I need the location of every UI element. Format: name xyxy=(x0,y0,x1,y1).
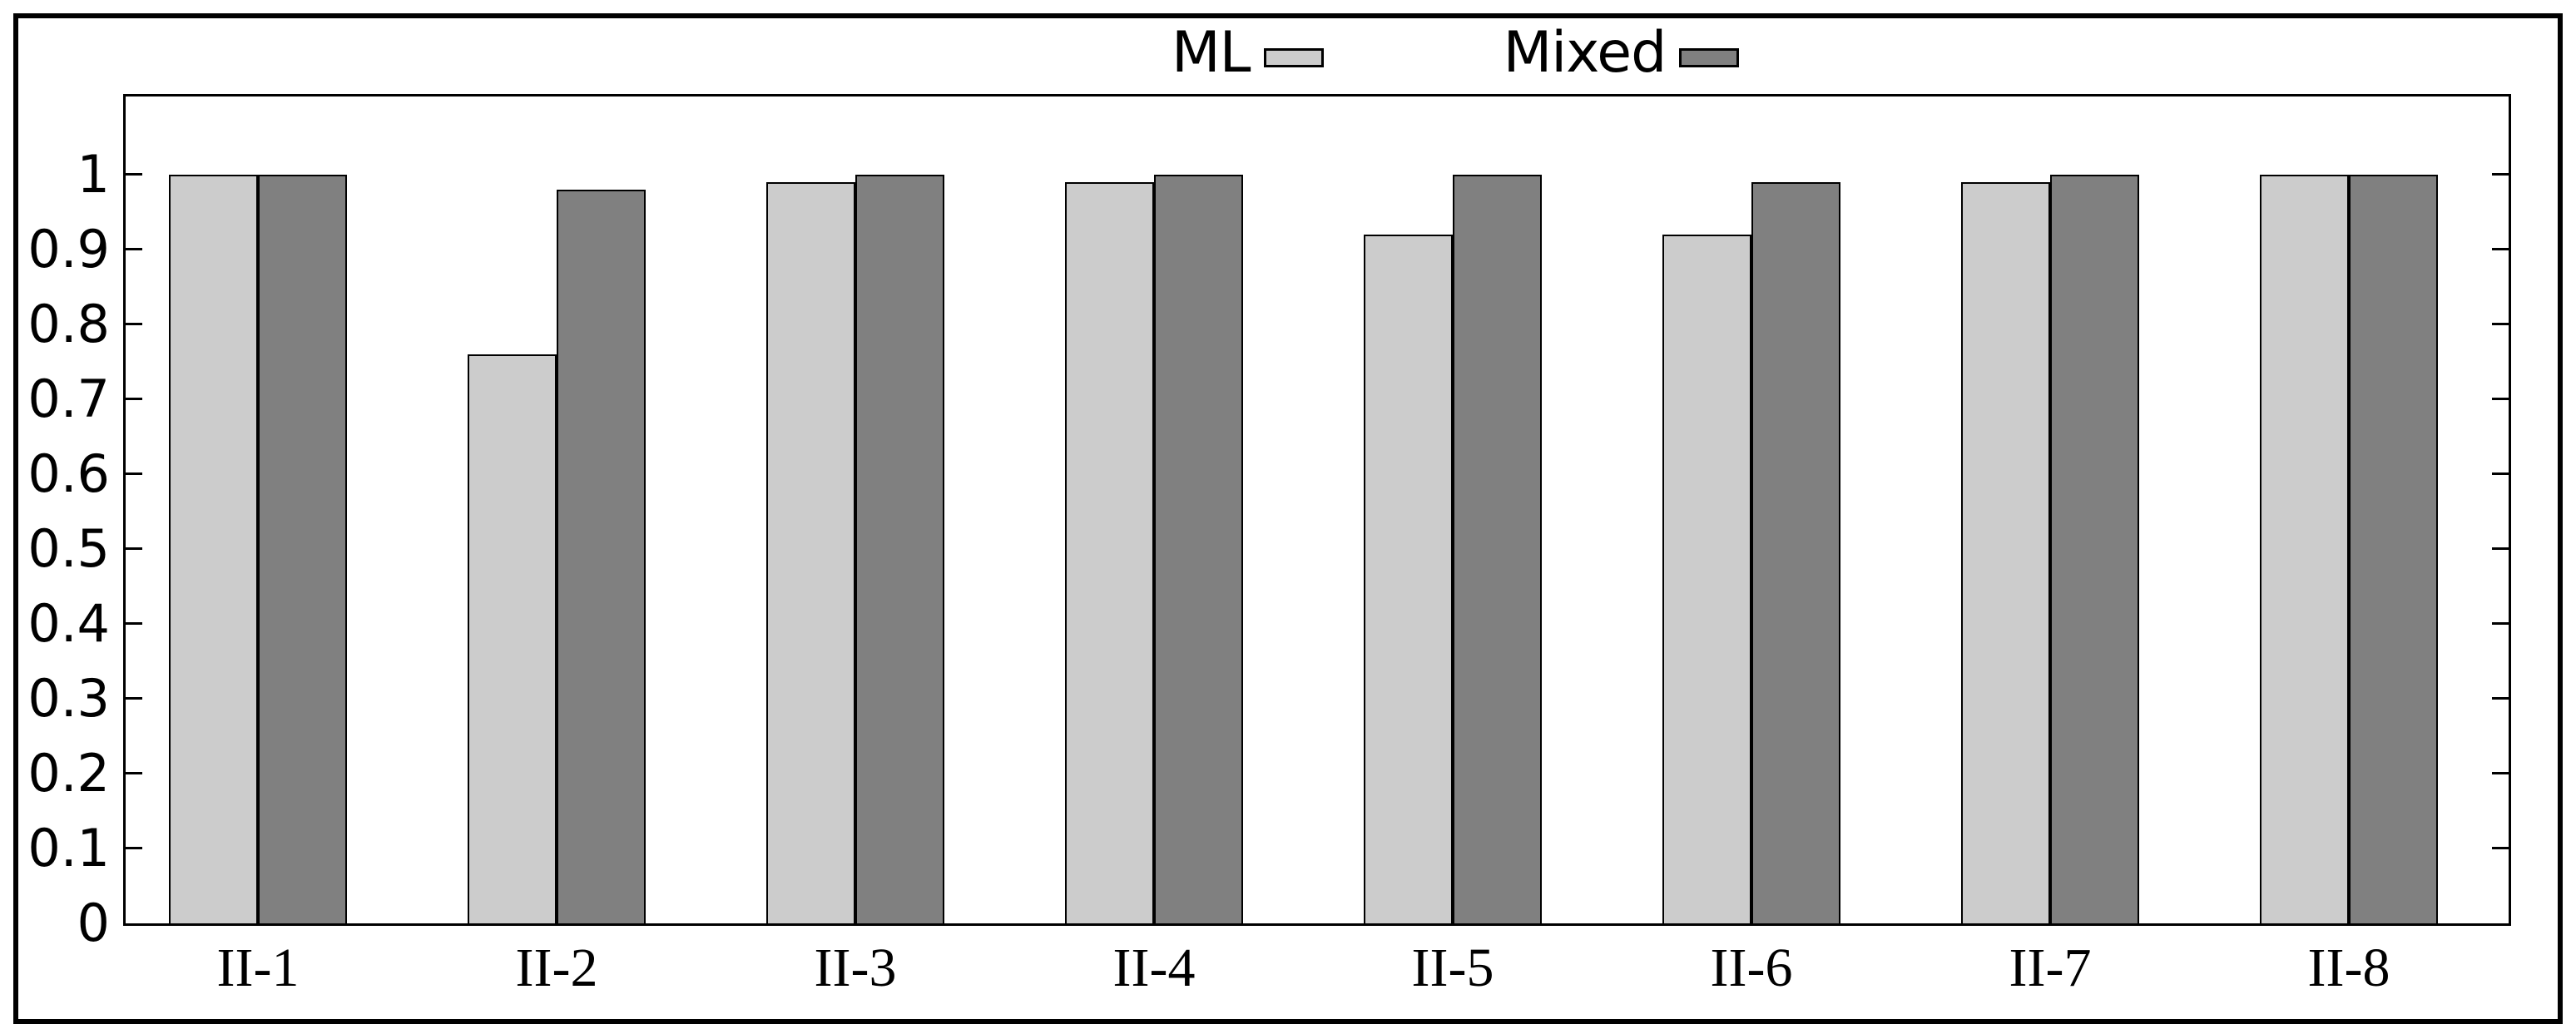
y-tick-label-0.6: 0.6 xyxy=(27,443,110,504)
y-tick-left-0.3 xyxy=(126,697,142,700)
x-tick-label-II-8: II-8 xyxy=(2307,938,2390,998)
bar-mixed-II-8 xyxy=(2349,174,2438,923)
bar-ml-II-3 xyxy=(766,181,855,923)
y-tick-right-0.6 xyxy=(2492,472,2509,476)
y-tick-right-0.5 xyxy=(2492,547,2509,551)
x-tick-label-II-1: II-1 xyxy=(216,938,300,998)
legend-swatch-ml-icon xyxy=(1263,47,1324,67)
y-tick-label-0.1: 0.1 xyxy=(27,817,110,878)
bar-mixed-II-1 xyxy=(258,174,347,923)
x-tick-label-II-6: II-6 xyxy=(1710,938,1793,998)
y-tick-label-0.3: 0.3 xyxy=(27,667,110,729)
y-tick-left-1 xyxy=(126,173,142,176)
y-tick-left-0.7 xyxy=(126,398,142,401)
y-tick-left-0.5 xyxy=(126,547,142,551)
y-tick-right-0.2 xyxy=(2492,772,2509,775)
x-tick-label-II-5: II-5 xyxy=(1411,938,1494,998)
bar-group-II-8 xyxy=(2260,96,2438,923)
bar-group-II-5 xyxy=(1364,96,1542,923)
bar-ml-II-4 xyxy=(1065,181,1154,923)
bar-mixed-II-6 xyxy=(1751,181,1840,923)
bar-group-II-4 xyxy=(1065,96,1243,923)
y-tick-right-0.4 xyxy=(2492,622,2509,626)
x-tick-label-II-2: II-2 xyxy=(515,938,598,998)
y-tick-right-0.3 xyxy=(2492,697,2509,700)
x-tick-label-II-7: II-7 xyxy=(2009,938,2092,998)
bar-mixed-II-4 xyxy=(1154,174,1243,923)
bar-mixed-II-5 xyxy=(1453,174,1542,923)
bar-group-II-2 xyxy=(468,96,646,923)
bar-group-II-7 xyxy=(1961,96,2139,923)
bar-group-II-6 xyxy=(1662,96,1840,923)
y-tick-label-0.8: 0.8 xyxy=(27,293,110,354)
y-tick-label-0.7: 0.7 xyxy=(27,368,110,429)
bar-ml-II-6 xyxy=(1662,234,1751,923)
legend-label-ml: ML xyxy=(1172,20,1251,86)
y-tick-left-0.2 xyxy=(126,772,142,775)
y-tick-left-0.4 xyxy=(126,622,142,626)
y-tick-label-0.2: 0.2 xyxy=(27,742,110,804)
bar-ml-II-5 xyxy=(1364,234,1453,923)
plot-area xyxy=(123,94,2511,926)
y-tick-right-0.7 xyxy=(2492,398,2509,401)
y-tick-label-1: 1 xyxy=(77,143,110,205)
y-tick-label-0.5: 0.5 xyxy=(27,517,110,579)
bar-ml-II-8 xyxy=(2260,174,2349,923)
y-tick-right-0.9 xyxy=(2492,248,2509,251)
bar-mixed-II-3 xyxy=(855,174,944,923)
y-tick-left-0.1 xyxy=(126,847,142,850)
y-tick-right-0.1 xyxy=(2492,847,2509,850)
figure-border xyxy=(13,13,2563,1024)
y-tick-left-0.9 xyxy=(126,248,142,251)
y-tick-label-0.4: 0.4 xyxy=(27,592,110,654)
y-tick-label-0.9: 0.9 xyxy=(27,218,110,280)
y-tick-label-0: 0 xyxy=(77,893,110,953)
y-tick-left-0.6 xyxy=(126,472,142,476)
x-tick-label-II-4: II-4 xyxy=(1112,938,1196,998)
y-tick-right-1 xyxy=(2492,173,2509,176)
y-tick-right-0.8 xyxy=(2492,323,2509,326)
bar-ml-II-2 xyxy=(468,354,557,923)
bar-mixed-II-7 xyxy=(2050,174,2139,923)
y-tick-left-0.8 xyxy=(126,323,142,326)
bar-group-II-1 xyxy=(169,96,347,923)
bar-group-II-3 xyxy=(766,96,944,923)
legend-swatch-mixed-icon xyxy=(1679,47,1740,67)
legend-label-mixed: Mixed xyxy=(1503,20,1667,86)
bar-mixed-II-2 xyxy=(557,189,646,923)
bar-ml-II-1 xyxy=(169,174,258,923)
x-tick-label-II-3: II-3 xyxy=(814,938,897,998)
bar-ml-II-7 xyxy=(1961,181,2050,923)
chart-legend: ML Mixed xyxy=(1172,20,1740,86)
